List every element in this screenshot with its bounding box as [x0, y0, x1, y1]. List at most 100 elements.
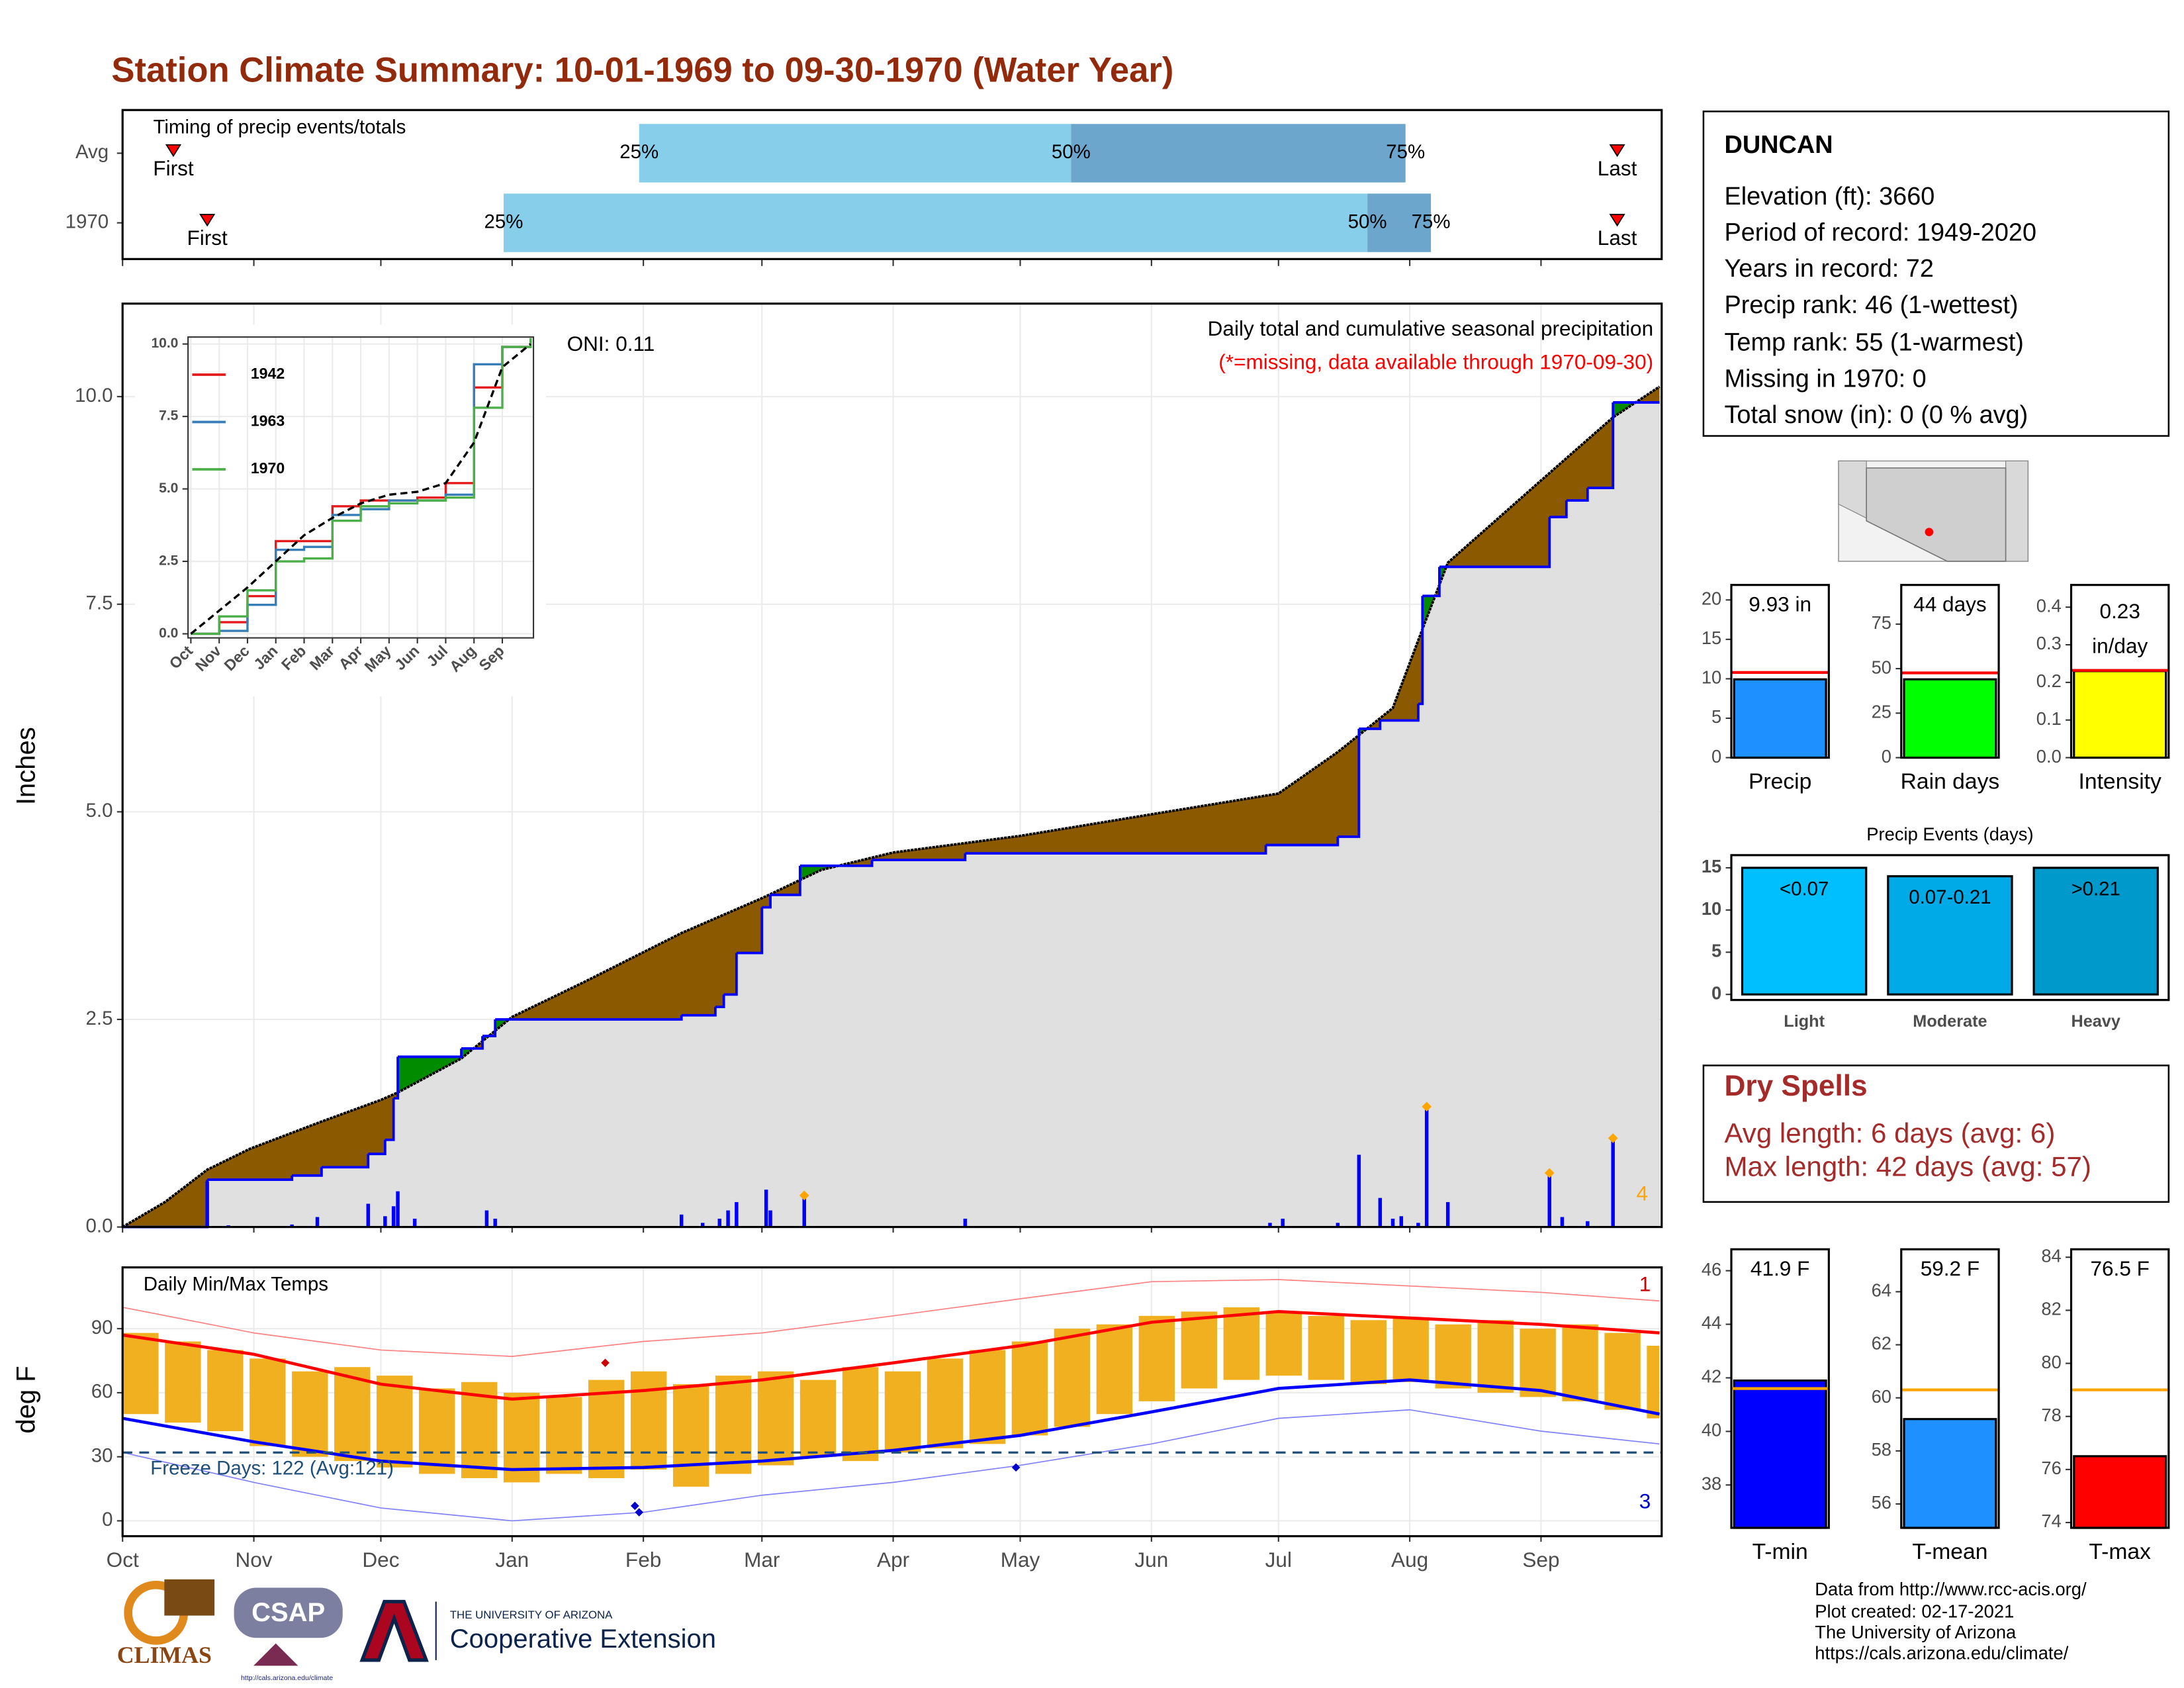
y-tick-label: 10 [1702, 667, 1721, 688]
y-tick-label: 0.0 [2036, 746, 2062, 767]
y-tick-label: 62 [1872, 1333, 1891, 1354]
cumulative-step [482, 1019, 497, 1037]
daily-range-bar [1054, 1329, 1091, 1427]
record-marker [601, 1358, 610, 1368]
chart-title: Precip Events (days) [1866, 824, 2033, 845]
y-tick-label: 0.1 [2036, 708, 2062, 729]
logos: CLIMAS CSAP http://cals.arizona.edu/clim… [117, 1579, 716, 1682]
station-line: Years in record: 72 [1724, 255, 1933, 283]
daily-range-bar [122, 1333, 159, 1415]
bar [1733, 678, 1827, 759]
daily-precip-bar [717, 1219, 722, 1227]
dry-spells-box [1702, 1064, 2170, 1203]
y-tick-label: 15 [1702, 856, 1721, 876]
daily-precip-bar [1611, 1138, 1615, 1227]
cumulative-step [799, 860, 874, 867]
panel-border [187, 336, 535, 639]
climas-emblem [164, 1579, 215, 1616]
quantile-bar [1071, 124, 1406, 183]
daily-precip-bar [679, 1214, 684, 1227]
station-line: Elevation (ft): 3660 [1724, 183, 1934, 211]
daily-precip-bar [1416, 1223, 1420, 1227]
daily-range-bar [1265, 1311, 1302, 1376]
daily-range-bar [292, 1371, 328, 1457]
credit-line: https://cals.arizona.edu/climate/ [1815, 1643, 2068, 1664]
station-name: DUNCAN [1724, 131, 1833, 159]
daily-precip-bar [383, 1216, 387, 1227]
daily-precip-bar [1268, 1223, 1272, 1227]
y-tick-label: 20 [1702, 588, 1721, 609]
map-neighbor [2005, 460, 2028, 562]
cumulative-step [393, 1056, 399, 1100]
daily-precip-bar [1336, 1223, 1340, 1227]
x-tick-label: Jan [495, 1548, 529, 1571]
daily-range-bar [250, 1358, 286, 1446]
daily-range-bar [1011, 1341, 1048, 1436]
legend-label: 1963 [251, 412, 285, 430]
cumulative-step [681, 1007, 717, 1017]
cumulative-step [495, 1015, 683, 1021]
top-event-count: 4 [1637, 1182, 1649, 1205]
timing-marker [1609, 214, 1625, 227]
cumulative-step [1265, 837, 1340, 847]
daily-precip-bar [735, 1201, 739, 1227]
cumulative-step [398, 1048, 463, 1058]
cumulative-step [1549, 500, 1568, 518]
y-tick-label: 75 [1872, 612, 1891, 633]
daily-precip-bar [290, 1224, 294, 1227]
daily-precip-bar [726, 1210, 730, 1227]
y-tick-label: 64 [1872, 1280, 1891, 1301]
x-tick-label: Dec [362, 1548, 399, 1571]
cumulative-step [872, 853, 967, 862]
average-line [190, 343, 531, 635]
y-tick-label: 10.0 [151, 336, 178, 351]
quantile-label: 25% [619, 141, 659, 163]
bar-label: 0.07-0.21 [1909, 886, 1991, 908]
cumulative-step [321, 1154, 370, 1169]
y-tick-label: 0 [1711, 982, 1721, 1003]
record-high-count: 1 [1639, 1272, 1651, 1295]
daily-precip-bar [963, 1219, 968, 1227]
daily-precip-bar [493, 1219, 497, 1227]
timing-marker-label: Last [1598, 156, 1637, 180]
y-tick-label: 2.5 [159, 553, 179, 569]
daily-range-bar [1562, 1324, 1598, 1401]
daily-range-bar [377, 1376, 413, 1468]
climas-logo-text: CLIMAS [117, 1642, 212, 1668]
temp-line [122, 1279, 1660, 1357]
panel-border [2070, 584, 2170, 759]
page-title: Station Climate Summary: 10-01-1969 to 0… [111, 50, 1173, 89]
cumulative-step [762, 894, 772, 909]
x-tick-label: Moderate [1913, 1012, 1987, 1031]
y-tick-label: 5.0 [159, 481, 178, 496]
map-state [1866, 467, 2007, 562]
daily-precip-bar [764, 1190, 768, 1227]
annotation: (*=missing, data available through 1970-… [1218, 350, 1653, 373]
record-marker [631, 1501, 639, 1511]
daily-range-bar [334, 1367, 371, 1462]
daily-precip-bar [1586, 1221, 1590, 1227]
y-tick-label: 74 [2041, 1511, 2061, 1531]
daily-range-bar [419, 1388, 455, 1474]
daily-precip-bar [391, 1206, 396, 1227]
cumulative-step [385, 1098, 395, 1141]
quantile-bar [1367, 193, 1432, 252]
y-tick-label: 60 [91, 1381, 113, 1403]
year-line [191, 338, 532, 635]
quantile-label: 75% [1386, 141, 1425, 163]
x-tick-label: Oct [107, 1548, 139, 1571]
daily-range-bar [1181, 1311, 1218, 1389]
station-line: Precip rank: 46 (1-wettest) [1724, 291, 2018, 319]
bar-label: <0.07 [1780, 878, 1829, 900]
bar [1741, 867, 1868, 996]
quantile-bar [639, 124, 1071, 183]
daily-precip-bar [1281, 1219, 1285, 1227]
y-tick-label: 5 [1711, 941, 1721, 961]
daily-precip-bar [1399, 1216, 1404, 1227]
timing-marker [1609, 144, 1625, 158]
cumulative-step [1439, 517, 1551, 569]
y-tick-label: 82 [2041, 1299, 2061, 1319]
panel-border [2070, 1248, 2170, 1529]
daily-range-bar [1392, 1318, 1429, 1382]
y-tick-label: 90 [91, 1317, 113, 1338]
